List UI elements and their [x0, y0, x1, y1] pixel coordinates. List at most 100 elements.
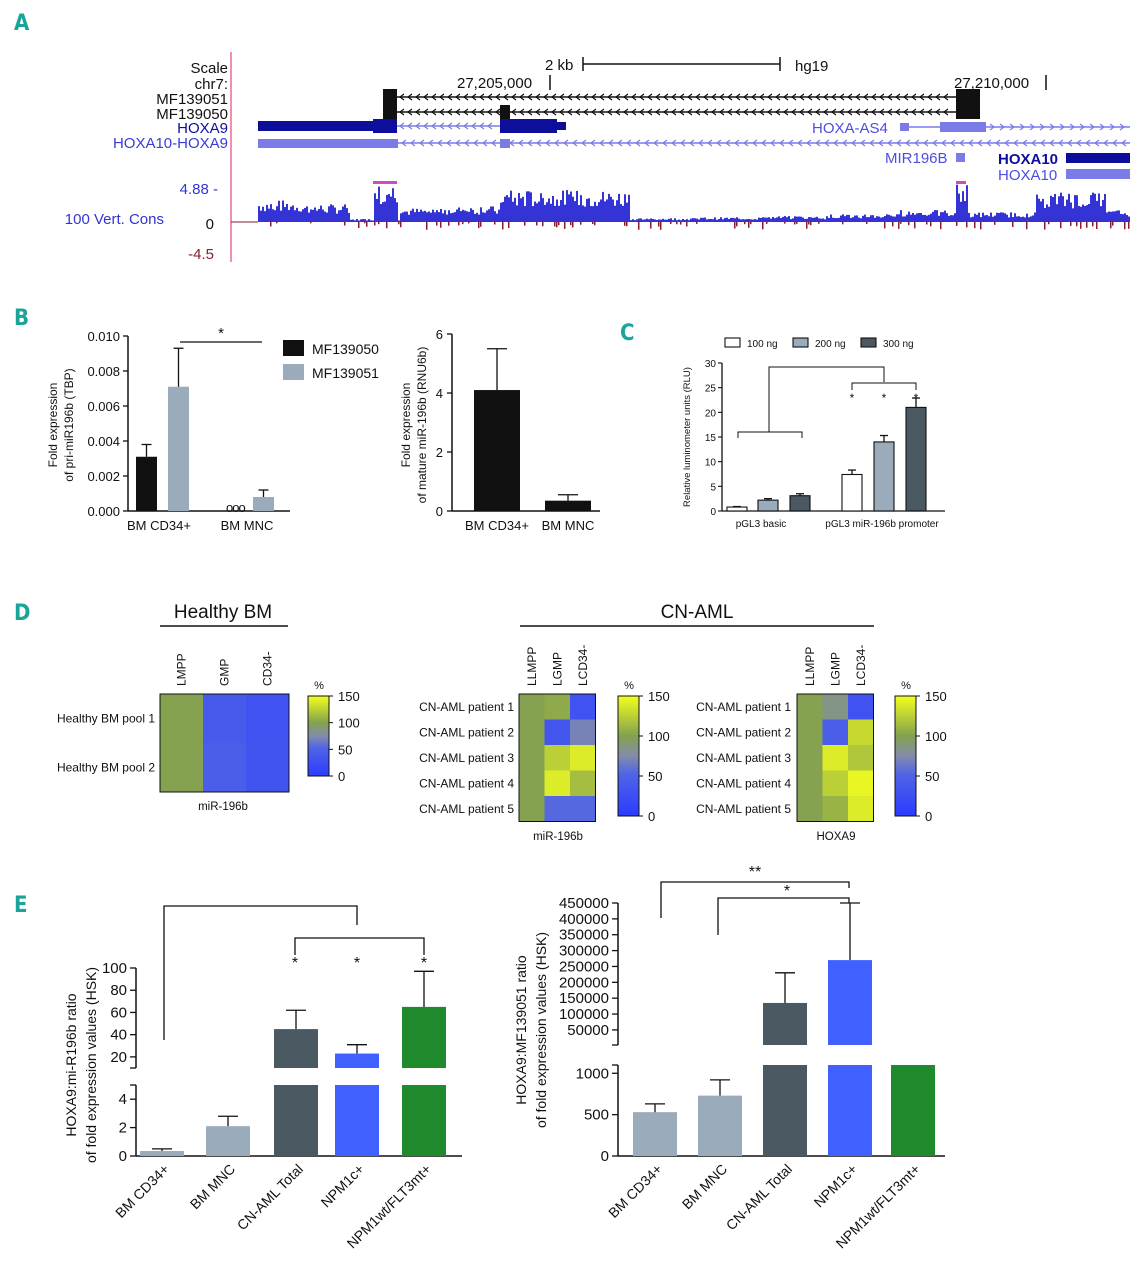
- cons-bar-negative: [974, 222, 976, 229]
- y-tick-label: 500: [584, 1107, 609, 1124]
- x-tick-label: BM CD34+: [605, 1161, 665, 1221]
- legend-swatch: [283, 340, 304, 356]
- cons-bar-negative: [580, 222, 582, 225]
- heatmap-col-label: LCD34-: [576, 645, 590, 686]
- cons-bar: [498, 209, 500, 222]
- heatmap-cell: [822, 770, 849, 797]
- heatmap-cell: [160, 743, 204, 793]
- cons-bar-negative: [794, 222, 796, 225]
- cons-bar-negative: [1112, 222, 1114, 226]
- x-tick-label: NPM1c+: [318, 1161, 368, 1211]
- cons-bar: [496, 213, 498, 222]
- cons-bar: [778, 216, 780, 222]
- cons-bar-negative: [502, 222, 504, 230]
- cons-bar: [432, 209, 434, 222]
- cons-bar-negative: [448, 222, 450, 226]
- cons-bar: [676, 220, 678, 222]
- track-label-hoxa9: HOXA9: [177, 120, 228, 137]
- cons-bar: [742, 219, 744, 222]
- cons-bar: [630, 220, 632, 222]
- cons-bar-negative: [1012, 222, 1014, 228]
- cons-bar-negative: [536, 222, 538, 226]
- cons-bar: [650, 218, 652, 222]
- x-tick-label: CN-AML Total: [234, 1161, 306, 1233]
- colorbar-tick-label: 0: [648, 809, 655, 824]
- bar-lower-segment: [891, 1065, 935, 1156]
- bar: [698, 1095, 742, 1156]
- cons-bar: [704, 217, 706, 222]
- y-tick-label: 0: [436, 504, 443, 519]
- heatmap-row-label: CN-AML patient 5: [419, 802, 514, 816]
- cons-bar: [738, 218, 740, 222]
- cons-bar: [688, 220, 690, 222]
- cons-bar: [1020, 217, 1022, 222]
- cons-bar: [826, 216, 828, 222]
- x-tick-label: BM CD34+: [112, 1161, 172, 1221]
- cons-bar: [1090, 195, 1092, 222]
- cons-bar: [1056, 204, 1058, 222]
- heatmap-cell: [519, 694, 545, 720]
- panel-label-a: A: [14, 11, 30, 36]
- cons-bar: [428, 211, 430, 222]
- cons-bar: [606, 199, 608, 222]
- heatmap-cell: [570, 745, 596, 771]
- cons-bar: [294, 210, 296, 222]
- heatmap-row-label: CN-AML patient 1: [419, 700, 514, 714]
- cons-bar-negative: [570, 222, 572, 226]
- legend-label: 200 ng: [815, 339, 846, 350]
- cons-bar: [984, 215, 986, 222]
- y-tick-label: 15: [705, 433, 717, 444]
- heatmap-col-label: GMP: [218, 659, 232, 686]
- cons-bar: [424, 210, 426, 222]
- cons-bar: [286, 203, 288, 222]
- cons-bar: [1060, 192, 1062, 222]
- cons-bar: [382, 202, 384, 222]
- bar-lower-segment: [335, 1085, 379, 1156]
- cons-bar: [678, 219, 680, 222]
- significance-star: **: [749, 864, 761, 881]
- cons-bar: [954, 213, 956, 222]
- bar: [168, 386, 189, 511]
- cons-bar: [846, 214, 848, 222]
- cons-bar: [824, 219, 826, 222]
- cons-bar: [648, 219, 650, 222]
- cons-bar: [350, 219, 352, 222]
- cons-bar: [426, 212, 428, 222]
- heatmap-cell: [822, 719, 849, 746]
- heatmap-cell: [797, 770, 823, 797]
- colorbar-tick-label: 50: [648, 769, 662, 784]
- cons-bar: [326, 212, 328, 222]
- cons-bar: [370, 220, 372, 222]
- cons-bar: [530, 192, 532, 222]
- hoxa10-hoxa9-exon: [258, 139, 398, 148]
- cons-bar-negative: [806, 222, 808, 229]
- cons-bar-negative: [378, 222, 380, 225]
- y-tick-label: 0: [601, 1148, 609, 1165]
- cons-bar: [534, 201, 536, 222]
- cons-bar: [614, 205, 616, 222]
- cons-bar: [482, 212, 484, 222]
- cons-bar: [1098, 193, 1100, 222]
- y-axis-label: HOXA9:MF139051 ratio: [513, 955, 529, 1105]
- cons-bar: [798, 216, 800, 222]
- cons-bar: [502, 201, 504, 222]
- bar-lower-segment: [763, 1065, 807, 1156]
- cons-bar-negative: [440, 222, 442, 228]
- x-tick-label: BM MNC: [221, 518, 274, 533]
- cons-bar: [770, 218, 772, 222]
- heatmap-cell: [544, 770, 571, 797]
- cons-bar-negative: [914, 222, 916, 229]
- cons-bar: [574, 201, 576, 222]
- cons-bar: [748, 218, 750, 222]
- cons-bar: [736, 217, 738, 222]
- cons-bar: [592, 206, 594, 222]
- y-tick-label: 0.008: [87, 364, 120, 379]
- cons-bar: [732, 217, 734, 222]
- cons-bar: [1082, 204, 1084, 222]
- cons-bar: [362, 219, 364, 222]
- cons-bar: [270, 204, 272, 222]
- cons-bar: [784, 216, 786, 222]
- colorbar-title: %: [901, 680, 911, 692]
- cons-bar-negative: [508, 222, 510, 228]
- cons-bar: [344, 204, 346, 222]
